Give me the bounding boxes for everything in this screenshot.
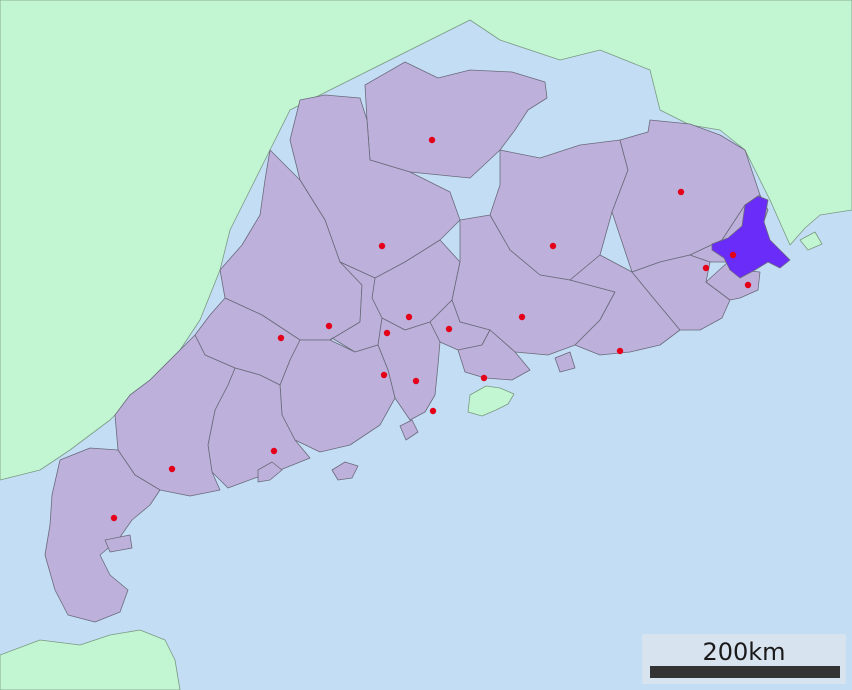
island-coast-3 — [399, 419, 419, 441]
city-marker — [518, 313, 526, 321]
city-marker — [168, 465, 176, 473]
shenzhen-region — [457, 329, 531, 381]
city-marker — [383, 329, 391, 337]
city-markers — [110, 136, 752, 522]
city-marker — [729, 251, 737, 259]
land-hongkong-macau — [467, 385, 515, 417]
island-coast-2 — [257, 461, 283, 483]
island-coast-4 — [554, 351, 576, 373]
city-marker — [428, 136, 436, 144]
city-marker — [270, 447, 278, 455]
city-marker — [616, 347, 624, 355]
city-marker — [325, 322, 333, 330]
island-coast-1 — [331, 461, 359, 481]
city-marker — [480, 374, 488, 382]
city-marker — [429, 407, 437, 415]
scale-bar-label: 200km — [702, 638, 786, 666]
land-southwest — [0, 629, 181, 690]
city-marker — [677, 188, 685, 196]
city-marker — [412, 377, 420, 385]
city-marker — [277, 334, 285, 342]
city-marker — [744, 281, 752, 289]
scale-bar: 200km — [642, 634, 846, 684]
city-marker — [110, 514, 118, 522]
city-marker — [702, 264, 710, 272]
maoming-region — [114, 334, 236, 497]
city-marker — [378, 242, 386, 250]
island-east — [799, 231, 823, 251]
city-marker — [549, 242, 557, 250]
zhanjiang-region — [44, 447, 161, 623]
city-marker — [380, 371, 388, 379]
city-marker — [445, 325, 453, 333]
shanwei-region — [569, 254, 681, 356]
scale-bar-line — [650, 666, 840, 678]
island-coast-5 — [104, 534, 133, 553]
city-marker — [405, 313, 413, 321]
